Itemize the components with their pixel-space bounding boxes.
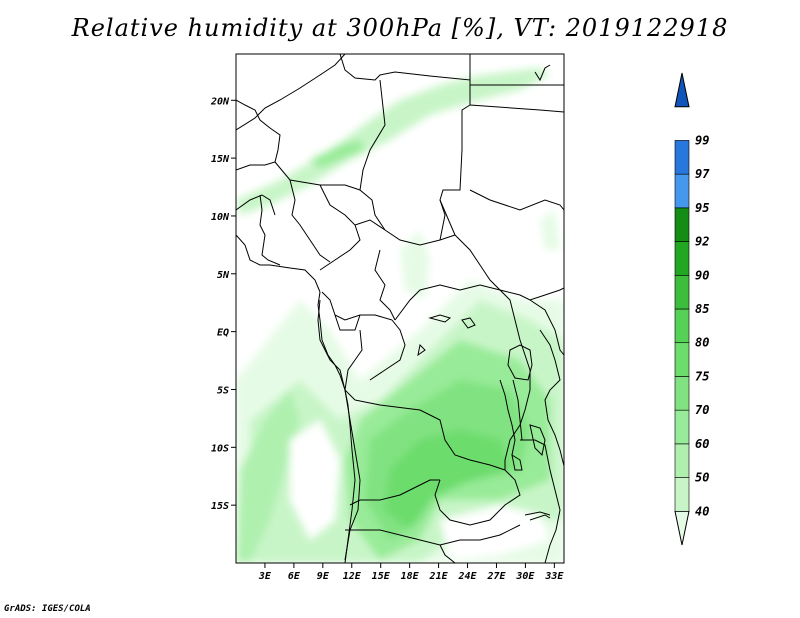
colorbar-label: 80 <box>695 336 709 350</box>
lon-tick-label: 27E <box>486 571 506 582</box>
colorbar-label: 40 <box>695 504 709 518</box>
map-frame <box>235 53 565 564</box>
lat-tick-label: 20N <box>210 96 230 107</box>
lon-tick-label: 18E <box>401 571 420 582</box>
lon-tick-label: 21E <box>429 571 449 582</box>
colorbar-label: 50 <box>695 471 709 485</box>
colorbar-swatch <box>674 477 690 512</box>
lon-tick-label: 9E <box>317 571 330 582</box>
lat-tick-label: 10S <box>211 443 229 454</box>
colorbar-label: 97 <box>695 167 710 181</box>
colorbar-label: 99 <box>695 133 709 147</box>
colorbar-label: 60 <box>695 437 709 451</box>
colorbar-swatch <box>674 376 690 411</box>
colorbar-swatch <box>674 308 690 344</box>
lat-tick-label: 15S <box>211 501 229 512</box>
colorbar-swatch <box>674 207 690 242</box>
lat-tick-label: 15N <box>211 154 230 165</box>
lon-tick-label: 33E <box>544 571 564 582</box>
colorbar-swatch <box>674 443 690 478</box>
colorbar-label: 95 <box>695 201 709 215</box>
lat-tick-label: EQ <box>217 328 229 339</box>
latitude-ticks: 20N 15N 10N 5N EQ 5S 10S 15S <box>210 96 236 512</box>
lon-tick-label: 3E <box>258 571 272 582</box>
colorbar-swatch <box>674 342 690 377</box>
lat-tick-label: 5S <box>217 385 229 396</box>
colorbar-label: 90 <box>695 268 709 282</box>
colorbar-label: 70 <box>695 403 709 417</box>
lon-tick-label: 15E <box>372 571 391 582</box>
colorbar-label: 75 <box>695 369 709 383</box>
colorbar-swatch <box>674 274 690 310</box>
colorbar-swatch <box>674 241 690 276</box>
colorbar-swatch <box>674 409 690 445</box>
colorbar-label: 92 <box>695 235 709 249</box>
colorbar-swatch <box>674 72 690 108</box>
longitude-ticks: 3E 6E 9E 12E 15E 18E 21E 24E 27E 30E 33E <box>258 563 564 582</box>
colorbar-swatch <box>674 173 690 209</box>
colorbar: 40 50 60 70 75 80 85 90 92 95 97 99 <box>674 72 710 546</box>
colorbar-swatch <box>674 510 690 546</box>
colorbar-label: 85 <box>695 302 709 316</box>
grads-credit: GrADS: IGES/COLA <box>4 604 91 614</box>
map-title: Relative humidity at 300hPa [%], VT: 201… <box>71 14 729 42</box>
country-borders <box>236 54 564 563</box>
lon-tick-label: 6E <box>288 571 301 582</box>
humidity-field <box>236 68 564 563</box>
lon-tick-label: 24E <box>457 571 477 582</box>
lon-tick-label: 12E <box>343 571 362 582</box>
lat-tick-label: 10N <box>211 212 230 223</box>
colorbar-swatch <box>674 140 690 175</box>
lon-tick-label: 30E <box>515 571 535 582</box>
lat-tick-label: 5N <box>217 270 230 281</box>
